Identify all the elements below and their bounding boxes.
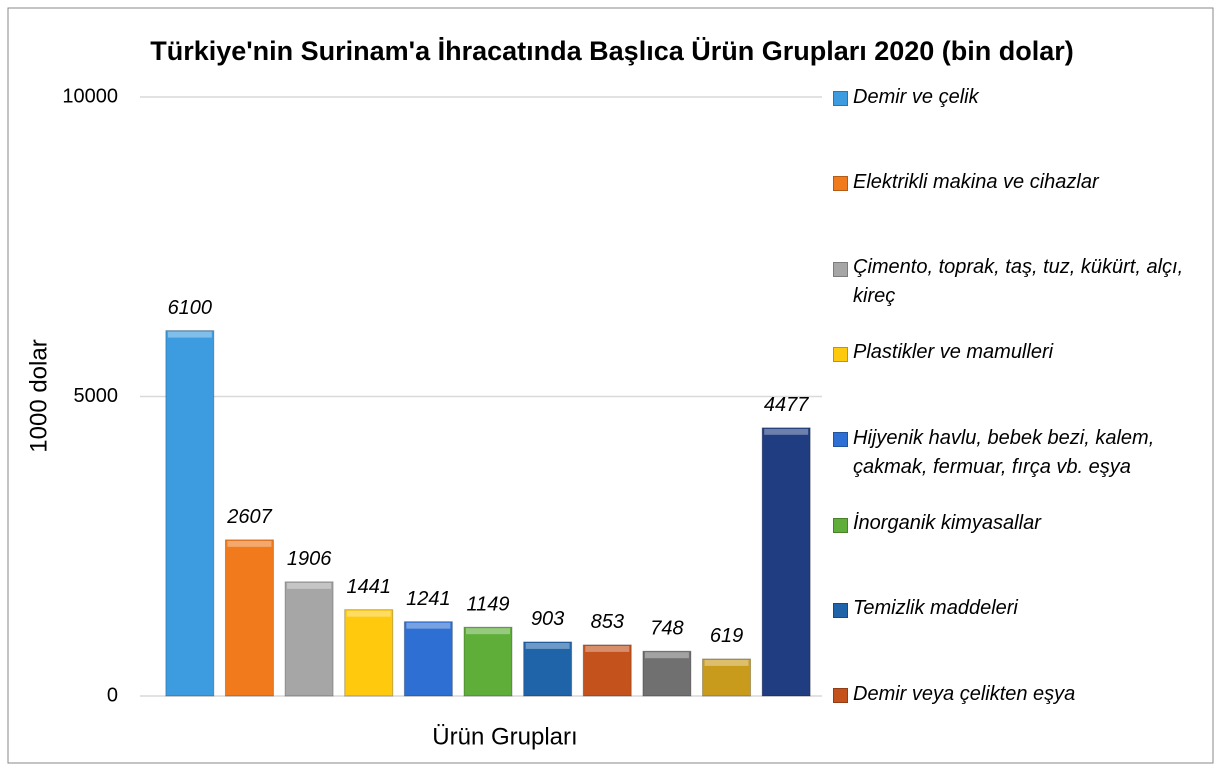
value-label: 6100 — [168, 297, 213, 319]
x-axis-label: Ürün Grupları — [432, 723, 577, 750]
bar — [642, 650, 692, 697]
legend-label: Plastikler ve mamulleri — [853, 341, 1054, 364]
legend-swatch — [833, 91, 848, 106]
bar-highlight — [227, 540, 272, 547]
legend-label: Demir veya çelikten eşya — [853, 682, 1076, 705]
bar — [761, 427, 811, 697]
bar-highlight — [704, 659, 749, 666]
legend-swatch — [833, 517, 848, 533]
bar — [284, 581, 334, 697]
bar — [224, 539, 274, 697]
bar-highlight — [346, 610, 391, 617]
bar — [523, 641, 573, 697]
value-label: 1441 — [346, 576, 391, 598]
legend-label: Hijyenik havlu, bebek bezi, kalem, çakma… — [853, 426, 1155, 478]
value-label: 903 — [531, 608, 564, 630]
value-label: 2607 — [226, 506, 272, 528]
y-tick-label: 10000 — [62, 85, 118, 107]
legend-swatch — [833, 346, 848, 362]
legend-swatch — [833, 688, 848, 704]
legend-label: İnorganik kimyasallar — [853, 512, 1041, 534]
legend-label: Temizlik maddeleri — [853, 597, 1018, 620]
bar-highlight — [406, 622, 451, 629]
value-label: 1149 — [466, 593, 509, 615]
bar-highlight — [525, 642, 570, 649]
legend-swatch — [833, 261, 848, 277]
value-label: 1906 — [287, 548, 332, 570]
y-tick-label: 5000 — [74, 385, 119, 407]
value-label: 4477 — [764, 394, 809, 416]
bar-highlight — [644, 652, 689, 659]
y-axis-label: 1000 dolar — [25, 339, 52, 452]
legend-swatch — [833, 432, 848, 448]
chart-title: Türkiye'nin Surinam'a İhracatında Başlıc… — [150, 36, 1074, 66]
value-label: 619 — [710, 625, 743, 647]
y-tick-label: 0 — [107, 684, 118, 706]
bar-highlight — [466, 628, 510, 635]
legend-label: Elektrikli makina ve cihazlar — [853, 170, 1099, 193]
legend-label: Demir ve çelik — [853, 85, 979, 108]
bar — [344, 609, 394, 697]
bar-highlight — [585, 645, 630, 652]
legend-swatch — [833, 602, 848, 618]
bar — [582, 644, 632, 697]
value-label: 748 — [650, 617, 683, 639]
bar-highlight — [287, 582, 332, 589]
value-label: 1241 — [406, 588, 451, 610]
bar — [463, 626, 513, 697]
bar-highlight — [764, 428, 809, 435]
bar — [702, 658, 752, 697]
legend-swatch — [833, 176, 848, 192]
bar — [165, 330, 215, 697]
legend-label: Çimento, toprak, taş, tuz, kükürt, alçı,… — [853, 256, 1184, 308]
bar-highlight — [167, 331, 212, 338]
value-label: 853 — [591, 611, 624, 633]
bar — [403, 621, 453, 697]
